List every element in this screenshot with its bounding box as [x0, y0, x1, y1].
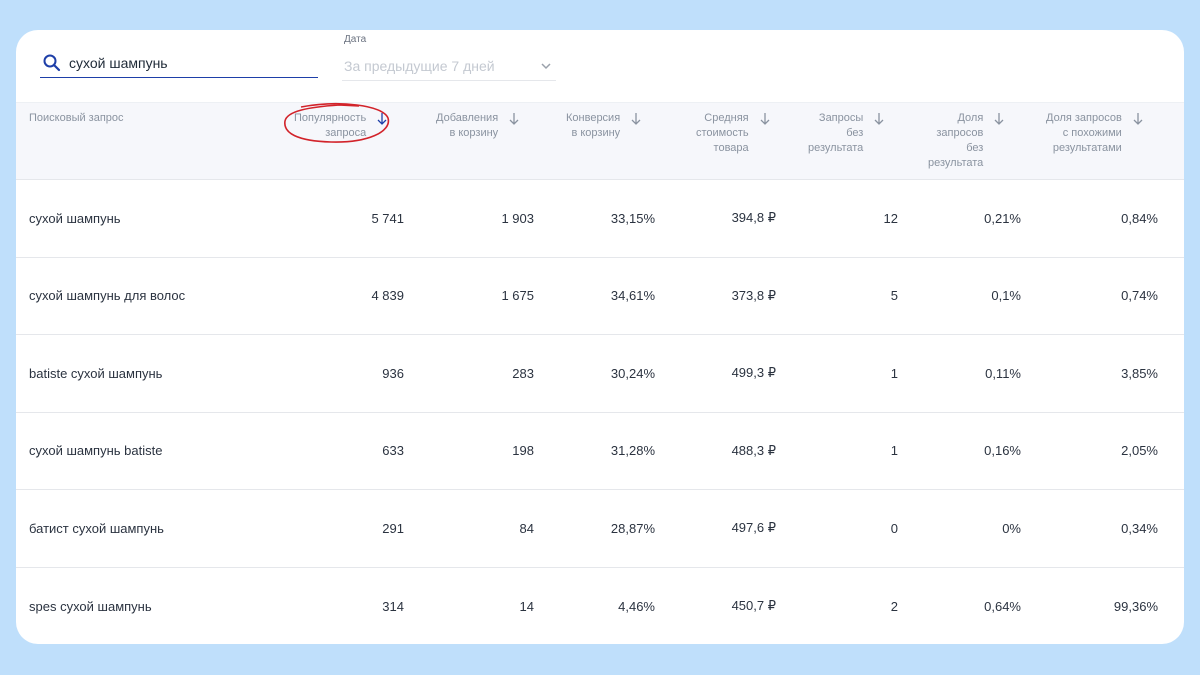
metric-cell: 4 839	[371, 288, 404, 304]
query-cell: сухой шампунь	[29, 210, 121, 226]
column-header-label: Добавления в корзину	[436, 112, 499, 139]
date-select[interactable]: За предыдущие 7 дней	[342, 51, 556, 81]
metric-cell: 488,3 ₽	[731, 442, 776, 458]
column-header-3[interactable]: Конверсия в корзину	[566, 111, 642, 141]
metric-cell: 0,64%	[984, 598, 1021, 614]
metric-cell: 3,85%	[1121, 365, 1158, 381]
metric-cell: 0,1%	[991, 288, 1021, 304]
metric-cell: 12	[883, 210, 898, 226]
column-header-label: Популярность запроса	[294, 112, 367, 139]
metric-cell: 198	[512, 443, 534, 459]
metric-cell: 499,3 ₽	[731, 365, 776, 381]
column-header-1[interactable]: Популярность запроса	[294, 111, 388, 141]
date-label: Дата	[344, 34, 367, 45]
column-header-label: Доля запросов с похожими результатами	[1046, 112, 1122, 154]
search-input[interactable]: сухой шампунь	[69, 54, 168, 71]
table-row[interactable]: сухой шампунь batiste 633 198 31,28% 488,3 ₽…	[16, 413, 1184, 490]
arrow-down-icon[interactable]	[508, 112, 520, 126]
metric-cell: 633	[382, 443, 404, 459]
metric-cell: 99,36%	[1113, 598, 1158, 614]
metric-cell: 450,7 ₽	[731, 598, 776, 614]
column-header-0[interactable]: Поисковый запрос	[29, 111, 124, 126]
metric-cell: 30,24%	[610, 365, 655, 381]
metric-cell: 291	[382, 520, 404, 536]
metric-cell: 1	[890, 443, 898, 459]
metric-cell: 5	[890, 288, 898, 304]
metric-cell: 1	[890, 365, 898, 381]
metric-cell: 0,34%	[1121, 520, 1158, 536]
metric-cell: 0	[890, 520, 898, 536]
metric-cell: 2	[890, 598, 898, 614]
metric-cell: 0,74%	[1121, 288, 1158, 304]
report-card: сухой шампунь Дата За предыдущие 7 дней …	[16, 30, 1184, 644]
column-header-6[interactable]: Доля запросов без результата	[928, 111, 1005, 171]
search-icon	[43, 54, 61, 71]
table-row[interactable]: сухой шампунь 5 741 1 903 33,15% 394,8 ₽ 12 0,…	[16, 180, 1184, 258]
metric-cell: 0,21%	[984, 210, 1021, 226]
metric-cell: 5 741	[371, 210, 404, 226]
column-header-5[interactable]: Запросы без результата	[808, 111, 885, 156]
metric-cell: 0,84%	[1121, 210, 1158, 226]
metric-cell: 84	[519, 520, 534, 536]
metric-cell: 497,6 ₽	[731, 520, 776, 536]
arrow-down-icon[interactable]	[993, 112, 1005, 126]
column-header-2[interactable]: Добавления в корзину	[436, 111, 520, 141]
metric-cell: 936	[382, 365, 404, 381]
query-cell: сухой шампунь batiste	[29, 443, 163, 459]
metric-cell: 2,05%	[1121, 443, 1158, 459]
search-field[interactable]: сухой шампунь	[40, 48, 318, 78]
query-cell: spes сухой шампунь	[29, 598, 152, 614]
column-header-7[interactable]: Доля запросов с похожими результатами	[1046, 111, 1144, 156]
column-header-4[interactable]: Средняя стоимость товара	[696, 111, 771, 156]
date-filter: Дата За предыдущие 7 дней	[342, 34, 556, 81]
metric-cell: 1 675	[501, 288, 534, 304]
metric-cell: 0,11%	[985, 365, 1021, 381]
table-row[interactable]: батист сухой шампунь 291 84 28,87% 497,6 ₽ 0 0…	[16, 490, 1184, 568]
column-header-label: Запросы без результата	[808, 112, 864, 154]
metric-cell: 394,8 ₽	[731, 210, 776, 226]
metric-cell: 34,61%	[610, 288, 655, 304]
metric-cell: 33,15%	[610, 210, 655, 226]
metric-cell: 14	[519, 598, 534, 614]
metric-cell: 31,28%	[610, 443, 655, 459]
metric-cell: 283	[512, 365, 534, 381]
table-body: сухой шампунь 5 741 1 903 33,15% 394,8 ₽12 0,…	[16, 180, 1184, 644]
table-row[interactable]: сухой шампунь для волос 4 839 1 675 34,61% 3…	[16, 258, 1184, 335]
metric-cell: 0,16%	[984, 443, 1021, 459]
arrow-down-icon[interactable]	[630, 112, 642, 126]
search-queries-table: Поисковый запрос Популярность запроса Добав…	[16, 102, 1184, 644]
column-header-label: Конверсия в корзину	[566, 112, 621, 139]
metric-cell: 0%	[1002, 520, 1021, 536]
chevron-down-icon	[541, 62, 551, 69]
query-cell: батист сухой шампунь	[29, 520, 164, 536]
metric-cell: 4,46%	[618, 598, 655, 614]
metric-cell: 314	[382, 598, 404, 614]
query-cell: batiste сухой шампунь	[29, 365, 163, 381]
table-row[interactable]: batiste сухой шампунь 936 283 30,24% 499,3 ₽…	[16, 335, 1184, 413]
table-row[interactable]: spes сухой шампунь 314 14 4,46% 450,7 ₽ 2 0,64…	[16, 568, 1184, 645]
column-header-label: Средняя стоимость товара	[696, 112, 749, 154]
metric-cell: 373,8 ₽	[731, 287, 776, 303]
arrow-down-icon[interactable]	[759, 112, 771, 126]
arrow-down-icon[interactable]	[873, 112, 885, 126]
table-header: Поисковый запрос Популярность запроса Добав…	[16, 102, 1184, 180]
arrow-down-icon[interactable]	[1132, 112, 1144, 126]
metric-cell: 28,87%	[610, 520, 655, 536]
date-select-value: За предыдущие 7 дней	[344, 57, 495, 74]
arrow-down-icon[interactable]	[376, 112, 388, 126]
metric-cell: 1 903	[501, 210, 534, 226]
column-header-label: Поисковый запрос	[29, 112, 124, 124]
column-header-label: Доля запросов без результата	[928, 112, 984, 169]
query-cell: сухой шампунь для волос	[29, 288, 186, 304]
